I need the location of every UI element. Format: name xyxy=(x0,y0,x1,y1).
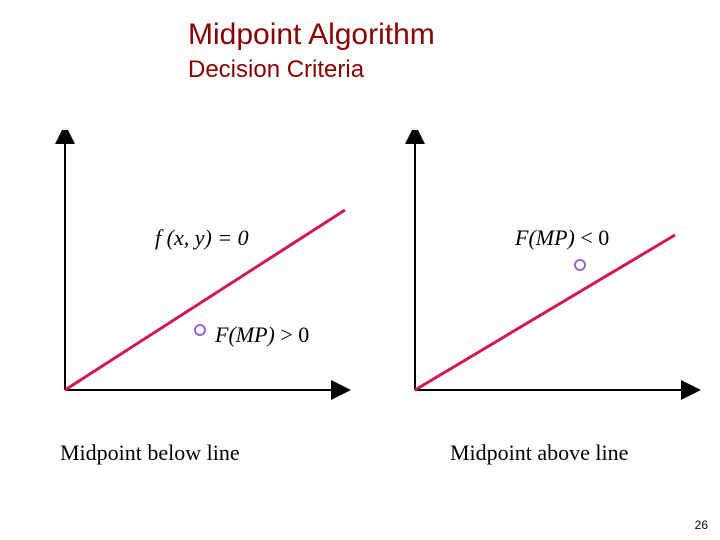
right-caption: Midpoint above line xyxy=(450,440,628,466)
right-fmp-rest: < 0 xyxy=(575,225,609,250)
left-caption: Midpoint below line xyxy=(60,440,240,466)
left-formula: f (x, y) = 0 xyxy=(155,225,249,251)
left-midpoint-marker xyxy=(195,325,205,335)
left-fmp-rest: > 0 xyxy=(275,322,309,347)
right-fmp-func: F(MP) xyxy=(515,225,575,250)
slide-subtitle: Decision Criteria xyxy=(188,56,364,84)
page-number: 26 xyxy=(695,518,708,532)
right-fmp-label: F(MP) < 0 xyxy=(515,225,609,251)
right-line xyxy=(415,235,675,390)
right-plot xyxy=(395,130,705,410)
left-fmp-label: F(MP) > 0 xyxy=(215,322,309,348)
left-formula-text: f (x, y) = 0 xyxy=(155,225,249,250)
left-plot xyxy=(45,130,355,410)
left-fmp-func: F(MP) xyxy=(215,322,275,347)
right-midpoint-marker xyxy=(575,260,585,270)
slide-title: Midpoint Algorithm xyxy=(188,18,435,52)
right-plot-svg xyxy=(395,130,705,410)
left-plot-svg xyxy=(45,130,355,410)
